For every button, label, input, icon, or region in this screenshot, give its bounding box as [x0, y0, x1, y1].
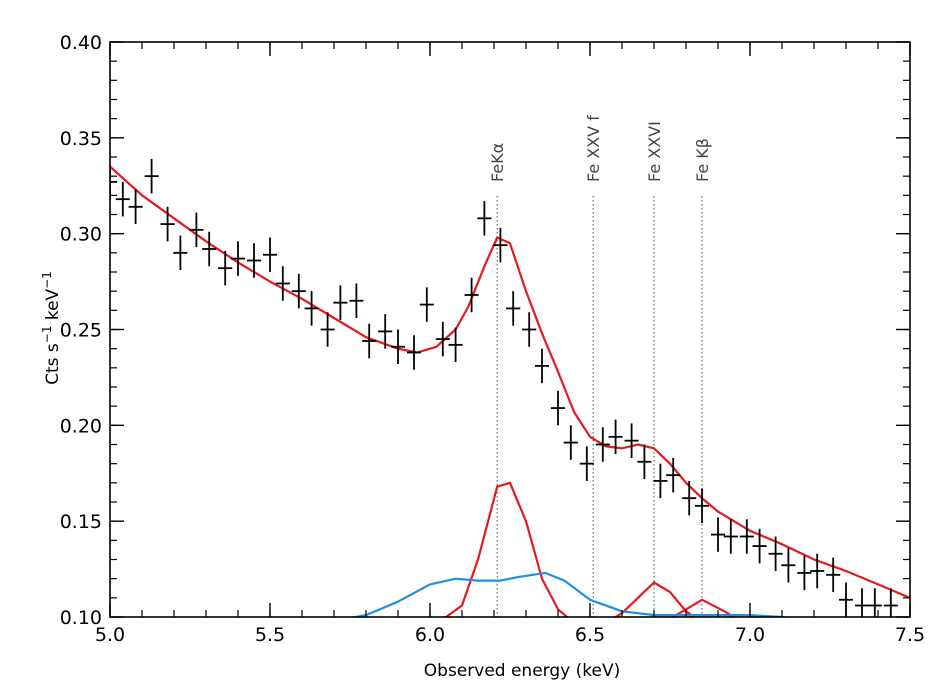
- y-tick-label: 0.15: [60, 511, 102, 533]
- y-tick-label: 0.40: [60, 32, 102, 54]
- data-point: [144, 158, 159, 194]
- data-point: [448, 327, 463, 363]
- y-axis-title-base: Cts s: [43, 343, 63, 385]
- data-point: [128, 189, 143, 225]
- data-point: [739, 519, 754, 554]
- data-point: [694, 488, 710, 524]
- x-tick-label: 5.5: [255, 624, 285, 646]
- data-point: [522, 312, 537, 347]
- data-point: [464, 277, 479, 313]
- data-point: [406, 335, 422, 370]
- data-point: [810, 553, 825, 589]
- data-point: [608, 419, 623, 455]
- data-point: [653, 463, 668, 499]
- series-Fe XXVI-component: [613, 581, 696, 617]
- data-point: [637, 444, 652, 479]
- data-point: [867, 588, 882, 617]
- data-point: [682, 480, 697, 516]
- line-label-0: FeKα: [488, 143, 507, 182]
- series-total-model: [110, 165, 910, 599]
- data-point: [189, 212, 204, 248]
- data-point: [320, 312, 335, 347]
- x-tick-label: 6.5: [575, 624, 605, 646]
- data-point: [173, 235, 188, 271]
- data-point: [262, 237, 278, 272]
- data-point: [230, 241, 246, 276]
- data-point: [333, 285, 348, 320]
- y-axis-title: Cts s−1 keV−1: [40, 271, 63, 385]
- y-tick-label: 0.30: [60, 224, 102, 246]
- y-axis-title-exp1: −1: [40, 326, 54, 344]
- data-point: [349, 283, 364, 318]
- data-point: [110, 164, 118, 200]
- series-broad-component: [349, 571, 792, 617]
- data-point: [723, 519, 738, 554]
- data-point: [826, 557, 841, 593]
- data-point: [246, 243, 262, 278]
- data-point: [752, 528, 767, 564]
- data-point: [304, 291, 319, 326]
- line-label-1: Fe XXV f: [584, 115, 603, 182]
- x-tick-label: 5.0: [95, 624, 125, 646]
- y-tick-label: 0.25: [60, 320, 102, 342]
- y-tick-label: 0.20: [60, 415, 102, 437]
- data-point: [115, 181, 130, 217]
- data-point: [435, 321, 450, 357]
- y-axis-title-mid: keV: [43, 288, 63, 325]
- data-point: [595, 427, 610, 462]
- line-label-2: Fe XXVI: [645, 121, 664, 182]
- data-point: [218, 250, 233, 286]
- data-point: [291, 273, 306, 309]
- data-point: [768, 536, 783, 571]
- series-FeKα-component: [442, 481, 569, 617]
- data-point: [506, 291, 521, 326]
- data-point: [563, 425, 578, 460]
- y-tick-label: 0.35: [60, 128, 102, 150]
- plot-frame: [109, 41, 911, 618]
- data-point: [579, 446, 594, 481]
- x-tick-label: 7.5: [895, 624, 925, 646]
- line-label-3: Fe Kβ: [693, 138, 712, 182]
- y-axis-title-exp2: −1: [40, 271, 54, 289]
- data-point: [666, 457, 681, 493]
- data-point: [202, 231, 217, 267]
- data-point: [854, 588, 870, 617]
- data-point: [493, 227, 508, 263]
- x-axis-title: Observed energy (keV): [424, 661, 620, 681]
- x-tick-label: 6.0: [415, 624, 445, 646]
- data-point: [477, 201, 492, 236]
- y-tick-label: 0.10: [60, 607, 102, 629]
- series-Fe Kβ-component: [669, 598, 737, 617]
- data-point: [883, 588, 898, 617]
- data-point: [534, 348, 550, 384]
- plot-area: [110, 158, 910, 617]
- data-point: [275, 266, 290, 301]
- data-point: [362, 323, 377, 359]
- data-point: [797, 555, 812, 591]
- data-point: [624, 423, 639, 458]
- data-point: [419, 287, 434, 322]
- data-point: [378, 314, 393, 349]
- x-tick-label: 7.0: [735, 624, 765, 646]
- data-point: [160, 206, 175, 242]
- data-point: [710, 517, 726, 552]
- data-point: [550, 390, 566, 426]
- data-point: [781, 548, 796, 583]
- data-point: [390, 329, 406, 364]
